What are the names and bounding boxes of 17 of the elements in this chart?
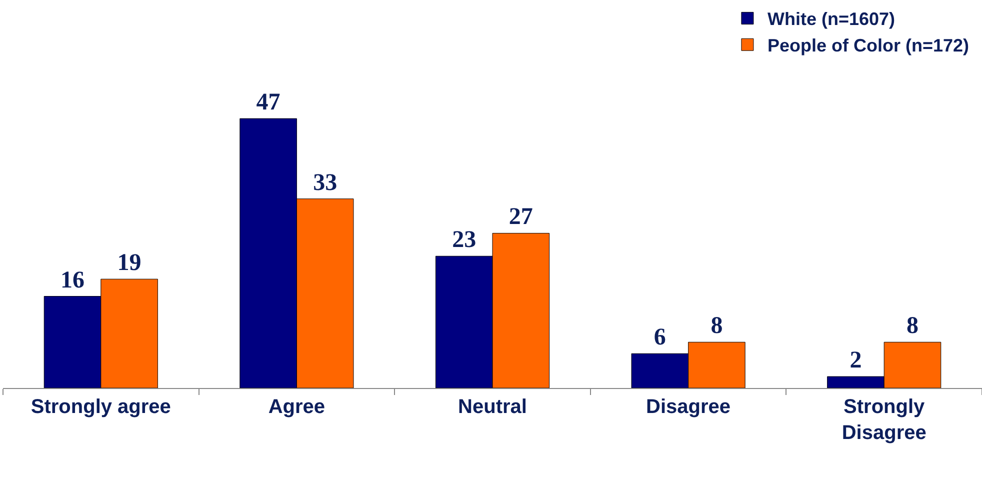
data-label: 27 (508, 204, 533, 230)
x-tick-label: Agree (268, 396, 326, 418)
data-label: 8 (710, 313, 723, 340)
x-tick-label: Strongly agree (30, 396, 171, 418)
x-tick-label: Neutral (458, 396, 527, 418)
data-label: 16 (60, 267, 85, 294)
data-label: 23 (452, 227, 476, 254)
x-tick-label: Strongly Disagree (842, 396, 926, 444)
data-label: 8 (906, 313, 918, 340)
data-label: 33 (313, 170, 338, 196)
legend-label: People of Color (n=172) (767, 36, 970, 56)
data-label: 19 (117, 250, 142, 276)
legend-label: White (n=1607) (767, 9, 895, 30)
data-label: 6 (654, 324, 666, 351)
data-label: 47 (256, 90, 280, 116)
data-label: 2 (850, 348, 862, 374)
x-tick-label: Disagree (646, 396, 731, 418)
